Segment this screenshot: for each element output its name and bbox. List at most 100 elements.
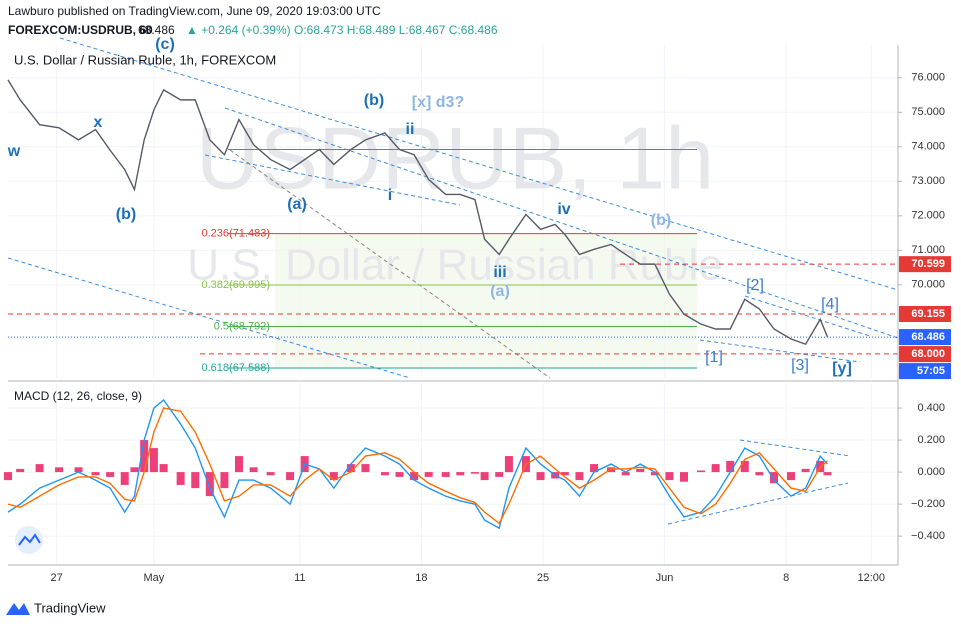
histogram-bar <box>697 470 706 473</box>
histogram-bar <box>140 440 149 473</box>
price-level-label: 69.155 <box>911 308 945 320</box>
wave-label: (c) <box>155 36 175 53</box>
price-level-label-box <box>899 346 951 363</box>
wave-label: [2] <box>746 277 764 294</box>
histogram-bar <box>220 472 229 489</box>
trend-line <box>204 154 461 206</box>
macd-legend: MACD (12, 26, close, 9) <box>14 389 142 403</box>
histogram-bar <box>536 472 545 481</box>
histogram-bar <box>424 472 433 477</box>
price-change: ▲ +0.264 (+0.39%) <box>186 23 291 37</box>
fib-label: 0.382(69.995) <box>202 279 271 291</box>
histogram-bar <box>176 472 185 485</box>
macd-icon <box>15 526 43 554</box>
wave-label: (b) <box>116 206 136 223</box>
histogram-bar <box>823 472 832 476</box>
y-tick-label: 75.000 <box>911 106 945 118</box>
wave-label: (b) <box>364 92 384 109</box>
x-tick-label: 8 <box>783 572 789 584</box>
main-legend: U.S. Dollar / Russian Ruble, 1h, FOREXCO… <box>14 52 276 67</box>
histogram-bar <box>470 472 479 474</box>
price-level-label: 68.000 <box>911 348 945 360</box>
wave-label: x <box>94 114 103 131</box>
wave-label: ii <box>406 121 415 138</box>
icon <box>18 533 41 546</box>
fib-label: 0.5(68.792) <box>214 320 270 332</box>
y-tick-label: 72.000 <box>911 210 945 222</box>
histogram-bar <box>4 472 12 481</box>
histogram-bar <box>480 472 489 481</box>
histogram-bar <box>91 472 100 476</box>
brand: TradingView <box>34 600 106 615</box>
histogram-bar <box>740 460 749 473</box>
histogram-bar <box>650 472 659 476</box>
x-tick-label: May <box>144 572 165 584</box>
footer-logo: TradingView <box>6 600 106 615</box>
y-tick-label: 73.000 <box>911 175 945 187</box>
y-tick-label: 0.000 <box>917 466 945 478</box>
price-level-label-box <box>899 305 951 322</box>
trend-line <box>229 149 551 379</box>
x-tick-label: 25 <box>537 572 549 584</box>
histogram-bar <box>755 472 764 476</box>
x-tick-label: 11 <box>294 572 305 584</box>
last-price-label: 68.486 <box>911 331 945 343</box>
histogram-bar <box>346 464 355 473</box>
histogram-bar <box>16 468 25 473</box>
last-price-label-box <box>899 329 951 346</box>
y-tick-label: −0.200 <box>911 498 945 510</box>
wave-label: (a) <box>287 196 307 213</box>
histogram-bar <box>329 472 338 481</box>
x-tick-label: 27 <box>51 572 63 584</box>
histogram-bar <box>665 472 674 481</box>
y-tick-label: 0.400 <box>917 402 945 414</box>
trend-line <box>667 482 849 525</box>
y-tick-label: 74.000 <box>911 141 945 153</box>
publish-line: Lawburo published on TradingView.com, Ju… <box>8 4 381 18</box>
histogram-bar <box>769 472 778 484</box>
histogram-bar <box>680 472 689 482</box>
trend-line <box>744 295 871 337</box>
wave-label: [y] <box>832 360 852 377</box>
histogram-bar <box>361 464 370 473</box>
fib-label: 0.236(71.483) <box>202 228 271 240</box>
y-tick-label: −0.400 <box>911 530 945 542</box>
histogram-bar <box>35 464 44 473</box>
y-tick-label: 76.000 <box>911 72 945 84</box>
ohlc: O:68.473 H:68.489 L:68.467 C:68.486 <box>294 23 498 37</box>
last-price: 68.486 <box>138 23 175 37</box>
histogram-bar <box>441 472 450 477</box>
histogram-bar <box>249 467 258 473</box>
countdown-label: 57:05 <box>917 365 945 377</box>
histogram-bar <box>787 472 796 481</box>
x-tick-label: Jun <box>656 572 674 584</box>
plot-layer: 0.236(71.483) 0.382(69.995) 0.5(68.792) 0.6… <box>4 36 898 530</box>
histogram-bar <box>395 472 404 477</box>
wave-label: [4] <box>821 296 839 313</box>
histogram-bar <box>286 472 295 481</box>
histogram-bar <box>159 464 168 473</box>
histogram-bar <box>74 467 83 473</box>
fib-label: 0.618(67.588) <box>202 362 271 374</box>
watermark-layer: USDRUB, 1h U.S. Dollar / Russian Ruble <box>187 108 723 289</box>
wave-label: [x] d3? <box>412 94 464 111</box>
histogram-bar <box>149 448 158 473</box>
countdown-label-box <box>899 363 951 380</box>
histogram-bar <box>130 467 139 473</box>
trend-lines <box>7 37 899 525</box>
trend-line <box>699 339 861 363</box>
y-tick-label: 71.000 <box>911 244 945 256</box>
histogram-bar <box>636 468 645 473</box>
wave-label: i <box>388 187 392 204</box>
series-line <box>7 407 828 525</box>
histogram-bar <box>266 472 275 476</box>
wave-label: iv <box>557 201 570 218</box>
watermark: USDRUB, 1h <box>196 108 714 207</box>
wave-label: w <box>7 143 21 160</box>
trend-line <box>739 439 851 457</box>
wave-label: (a) <box>490 283 510 300</box>
x-tick-label: 18 <box>415 572 427 584</box>
price-level-label-box <box>899 256 951 273</box>
wave-label: iii <box>493 264 506 281</box>
